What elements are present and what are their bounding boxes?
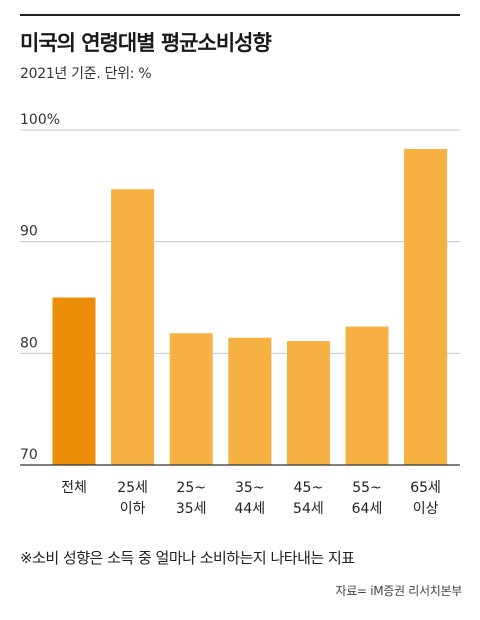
bar-4 [286, 341, 330, 465]
x-tick-label-2-0: 25~ [176, 480, 206, 496]
y-tick-label-70: 70 [20, 447, 38, 463]
x-tick-label-3-1: 44세 [234, 501, 265, 517]
bar-3 [228, 337, 272, 465]
bar-6 [404, 148, 448, 465]
x-tick-label-6-0: 65세 [410, 480, 441, 496]
bars [52, 148, 448, 465]
bar-1 [111, 189, 155, 465]
footnote: ※소비 성향은 소득 중 얼마나 소비하는지 나타내는 지표 [20, 549, 355, 567]
top-rule [20, 14, 460, 16]
x-tick-label-5-0: 55~ [352, 480, 382, 496]
source-credit: 자료= iM증권 리서치본부 [335, 584, 462, 598]
y-tick-label-90: 90 [20, 224, 38, 240]
y-tick-label-80: 80 [20, 335, 38, 351]
x-tick-label-4-1: 54세 [293, 501, 324, 517]
x-tick-label-6-1: 이상 [413, 501, 439, 517]
x-tick-label-5-1: 64세 [352, 501, 383, 517]
x-tick-label-3-0: 35~ [235, 480, 265, 496]
bar-2 [169, 333, 213, 465]
x-tick-label-0-0: 전체 [61, 480, 87, 496]
x-tick-label-2-1: 35세 [176, 501, 207, 517]
y-tick-label-100: 100% [20, 112, 60, 128]
x-tick-label-1-0: 25세 [117, 480, 148, 496]
bar-0 [52, 297, 96, 465]
chart-title: 미국의 연령대별 평균소비성향 [20, 31, 272, 55]
y-tick-labels: 70 80 90 100% [20, 112, 60, 463]
x-tick-label-4-0: 45~ [294, 480, 324, 496]
x-tick-label-1-1: 이하 [120, 501, 146, 517]
bar-5 [345, 326, 389, 465]
chart-subtitle: 2021년 기준. 단위: % [20, 66, 152, 82]
